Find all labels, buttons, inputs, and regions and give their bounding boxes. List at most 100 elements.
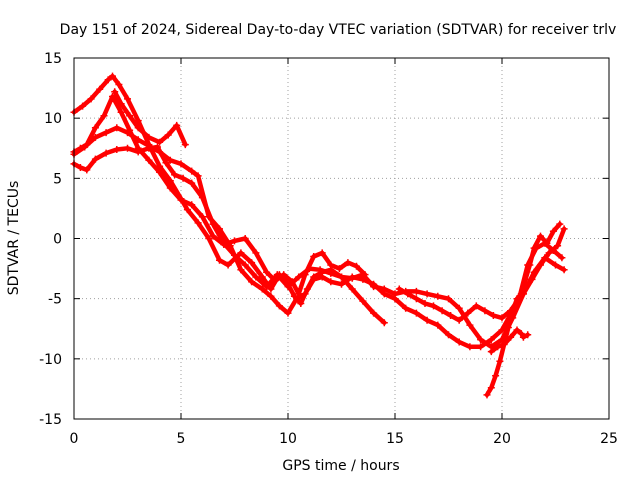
data-point (545, 249, 553, 257)
data-point (560, 225, 568, 233)
data-point (87, 95, 95, 103)
data-point (455, 304, 463, 312)
data-point (295, 273, 303, 281)
data-point (507, 333, 515, 341)
data-point (145, 133, 153, 141)
y-tick-label: -15 (39, 412, 62, 428)
y-tick-label: 15 (44, 51, 62, 67)
data-point (258, 273, 266, 281)
data-point (263, 283, 271, 291)
data-point (134, 136, 142, 144)
data-point (91, 124, 99, 132)
data-point (359, 275, 367, 283)
data-point (318, 249, 326, 257)
data-point (560, 266, 568, 274)
data-point (412, 309, 420, 317)
y-tick-label: 0 (53, 232, 62, 248)
data-point (338, 280, 345, 288)
data-point (156, 168, 164, 176)
data-point (549, 247, 557, 254)
data-point (380, 319, 388, 327)
data-point (124, 95, 131, 103)
data-point (517, 290, 525, 298)
data-point (124, 144, 131, 152)
data-point (134, 148, 142, 156)
data-point (102, 149, 110, 157)
data-point (124, 129, 131, 137)
data-point (359, 297, 367, 305)
data-point (179, 174, 187, 182)
data-point (248, 278, 256, 286)
data-point (496, 357, 504, 365)
data-point (145, 156, 153, 164)
data-point (412, 295, 420, 303)
data-point (430, 302, 437, 310)
data-point (162, 159, 170, 167)
data-point (466, 321, 474, 329)
data-point (83, 166, 91, 174)
data-point (224, 261, 232, 269)
data-point (134, 124, 142, 132)
data-point (556, 220, 564, 228)
tick-labels: 0 5 10 15 20 25 -15 -10 -5 0 5 10 15 (39, 51, 618, 447)
data-point (113, 124, 121, 132)
data-point (252, 249, 260, 257)
data-point (477, 336, 485, 344)
data-point (335, 265, 343, 273)
data-point (498, 314, 506, 322)
data-point (481, 307, 489, 315)
data-point (438, 307, 446, 315)
data-point (273, 271, 281, 279)
data-point (96, 85, 104, 93)
data-point (513, 326, 521, 334)
data-point (305, 265, 313, 273)
x-tick-label: 20 (493, 431, 511, 447)
data-point (284, 283, 292, 291)
data-point (301, 290, 309, 298)
data-point (284, 309, 292, 317)
data-point (79, 102, 87, 110)
data-point (552, 261, 559, 269)
data-point (434, 292, 442, 300)
data-point (423, 290, 431, 298)
y-tick-label: -5 (48, 292, 62, 308)
series-layer (70, 72, 568, 399)
data-point (524, 331, 532, 339)
data-point (91, 133, 99, 141)
series-trace-c (71, 144, 567, 350)
data-point (344, 259, 352, 267)
data-point (100, 112, 108, 120)
data-point (500, 340, 508, 348)
data-point (455, 316, 463, 324)
series-trace-f (397, 241, 565, 323)
data-point (252, 273, 260, 281)
data-point (541, 254, 549, 262)
data-point (183, 206, 191, 214)
data-point (241, 235, 249, 242)
data-point (134, 117, 142, 125)
series-trace-g (484, 221, 563, 398)
data-point (327, 261, 335, 269)
data-point (177, 196, 185, 204)
data-point (194, 219, 202, 227)
data-point (104, 76, 112, 84)
data-point (102, 129, 110, 137)
data-point (171, 171, 179, 179)
data-point (156, 148, 164, 156)
data-point (530, 244, 538, 252)
data-point (237, 249, 245, 257)
axis-ticks (73, 57, 610, 420)
data-point (194, 172, 202, 180)
data-point (280, 271, 288, 279)
data-point (188, 167, 196, 175)
data-point (517, 330, 525, 338)
data-point (554, 242, 562, 250)
data-point (275, 302, 283, 310)
chart-title: Day 151 of 2024, Sidereal Day-to-day VTE… (60, 22, 617, 38)
data-point (310, 253, 318, 260)
data-point (504, 324, 512, 331)
data-point (477, 343, 485, 351)
y-tick-label: 5 (53, 171, 62, 187)
data-point (466, 343, 474, 351)
data-point (237, 266, 245, 274)
